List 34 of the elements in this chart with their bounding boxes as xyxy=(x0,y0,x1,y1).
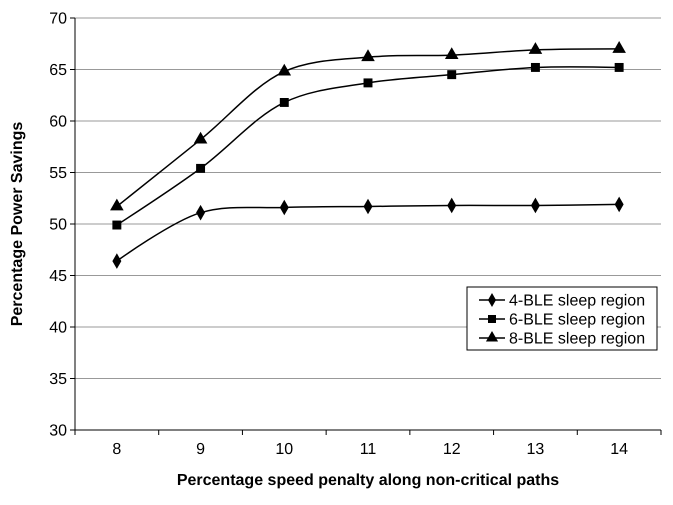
point xyxy=(528,42,542,54)
x-axis-title: Percentage speed penalty along non-critical paths xyxy=(176,472,560,489)
y-tick-label: 65 xyxy=(49,62,68,80)
point xyxy=(447,70,456,80)
legend-label: 4-BLE sleep region xyxy=(509,292,646,310)
y-axis-title: Percentage Power Savings xyxy=(9,122,26,326)
y-tick-label: 50 xyxy=(49,216,68,234)
y-tick-label: 60 xyxy=(49,114,68,131)
point xyxy=(112,220,122,230)
x-tick-label: 11 xyxy=(360,441,376,458)
y-tick-label: 70 xyxy=(49,10,68,28)
legend-label: 8-BLE sleep region xyxy=(509,330,646,348)
y-tick-label: 45 xyxy=(49,268,68,286)
point xyxy=(530,62,540,72)
x-tick-label: 10 xyxy=(275,441,294,458)
legend-label: 6-BLE sleep region xyxy=(509,312,646,329)
point xyxy=(194,132,208,144)
point xyxy=(444,47,459,60)
point xyxy=(614,62,624,72)
y-tick-label: 55 xyxy=(49,165,68,182)
point xyxy=(280,98,289,107)
x-tick-label: 9 xyxy=(196,441,206,458)
y-tick-label: 30 xyxy=(49,422,68,440)
point xyxy=(196,164,206,173)
y-tick-label: 35 xyxy=(49,371,68,388)
y-tick-label: 40 xyxy=(49,320,68,337)
x-tick-label: 13 xyxy=(526,441,544,458)
point xyxy=(612,41,626,53)
point xyxy=(364,78,372,88)
point xyxy=(277,64,292,76)
x-tick-label: 12 xyxy=(442,441,461,458)
x-tick-label: 14 xyxy=(610,441,628,458)
x-tick-label: 8 xyxy=(112,441,122,458)
point xyxy=(361,49,375,62)
